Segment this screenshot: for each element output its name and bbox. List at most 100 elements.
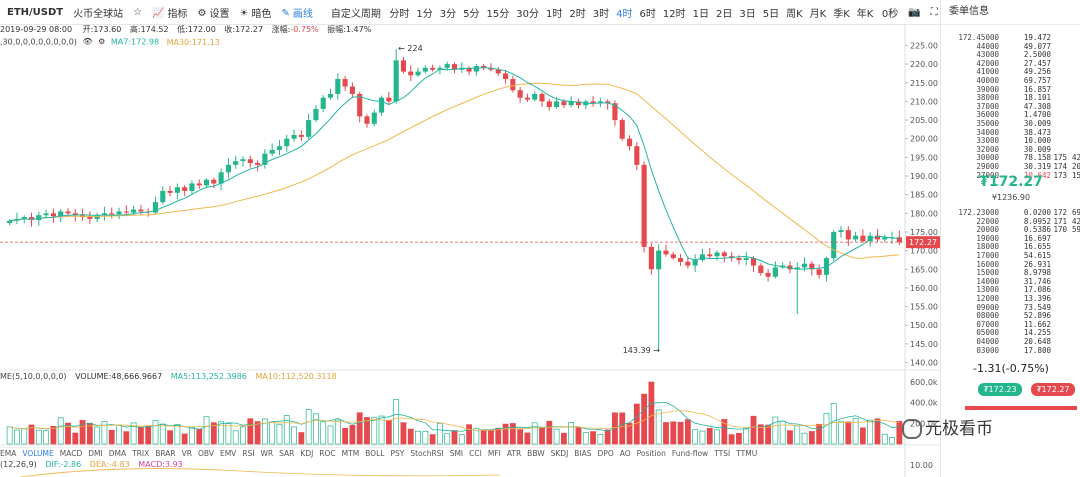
ask-row[interactable]: 43000 2.5000: [945, 51, 1080, 60]
bid-row[interactable]: 03000 17.800: [945, 346, 1080, 356]
indicator-tab-26[interactable]: DPO: [597, 449, 614, 458]
indicator-tab-1[interactable]: VOLUME: [22, 449, 54, 458]
ask-row[interactable]: 33000 10.000: [945, 137, 1080, 146]
indicator-tab-0[interactable]: EMA: [0, 449, 17, 458]
indicator-tab-9[interactable]: EMV: [219, 449, 237, 458]
indicator-tab-23[interactable]: BBW: [527, 449, 545, 458]
indicator-tab-11[interactable]: WR: [260, 449, 274, 458]
indicator-tab-19[interactable]: SMI: [449, 449, 464, 458]
period-2[interactable]: 3分: [439, 8, 457, 20]
indicator-tab-25[interactable]: BIAS: [574, 449, 592, 458]
bid-row[interactable]: 09000 73.549: [945, 303, 1080, 313]
indicator-tab-4[interactable]: DMA: [108, 449, 127, 458]
bid-row[interactable]: 15000 8.9798: [945, 269, 1080, 278]
ask-row[interactable]: 172.45000 19.472: [945, 33, 1080, 43]
ask-row[interactable]: 39000 16.857: [945, 85, 1080, 95]
kline-chart[interactable]: 225.00 220.00 215.00 210.00 205.00 200.00 195.…: [0, 24, 940, 477]
indicator-tab-31[interactable]: TTMU: [736, 449, 758, 458]
ask-row[interactable]: 38000 18.101: [945, 94, 1080, 103]
sell-price-button[interactable]: ₮172.27: [1031, 383, 1075, 396]
ask-row[interactable]: 32000 30.009: [945, 145, 1080, 155]
period-16[interactable]: 周K: [786, 8, 803, 20]
ask-row[interactable]: 44000 49.077: [945, 42, 1080, 52]
bid-row[interactable]: 07000 11.662: [945, 320, 1080, 330]
bid-row[interactable]: 18000 16.655: [945, 243, 1080, 252]
period-5[interactable]: 30分: [516, 8, 539, 20]
settings-button[interactable]: ⚙ 设置: [193, 5, 235, 20]
bid-row[interactable]: 08000 52.896: [945, 312, 1080, 321]
indicator-tab-7[interactable]: VR: [181, 449, 192, 458]
indicator-tab-5[interactable]: TRIX: [132, 449, 150, 458]
indicator-tab-22[interactable]: ATR: [506, 449, 522, 458]
indicator-tab-28[interactable]: Position: [636, 449, 666, 458]
ask-row[interactable]: 36000 1.4700: [945, 111, 1080, 120]
ask-row[interactable]: 42000 27.457: [945, 59, 1080, 69]
indicator-tab-29[interactable]: Fund-flow: [671, 449, 709, 458]
indicator-tab-24[interactable]: SKDJ: [550, 449, 569, 458]
gear-small-icon[interactable]: ⚙: [98, 37, 106, 46]
bid-row[interactable]: 17000 54.615: [945, 251, 1080, 261]
period-18[interactable]: 季K: [833, 8, 850, 20]
period-0[interactable]: 分时: [389, 8, 410, 20]
indicator-button[interactable]: 📈 指标: [147, 5, 192, 20]
indicator-tab-14[interactable]: ROC: [319, 449, 336, 458]
ask-row[interactable]: 37000 47.308: [945, 102, 1080, 112]
buy-price-button[interactable]: ₮172.23: [978, 383, 1022, 396]
ask-row[interactable]: 40000 69.757: [945, 76, 1080, 86]
ask-row[interactable]: 35000 30.009: [945, 119, 1080, 129]
period-12[interactable]: 1日: [692, 8, 709, 20]
bid-row[interactable]: 19000 16.697: [945, 234, 1080, 244]
indicator-tab-6[interactable]: BRAR: [155, 449, 176, 458]
period-11[interactable]: 12时: [662, 8, 686, 20]
indicator-tab-8[interactable]: OBV: [198, 449, 214, 458]
period-4[interactable]: 15分: [486, 8, 510, 20]
indicator-tab-17[interactable]: PSY: [390, 449, 405, 458]
bid-row[interactable]: 16000 26.931: [945, 260, 1080, 270]
camera-icon[interactable]: 📷: [908, 6, 921, 18]
indicator-tab-27[interactable]: AO: [619, 449, 631, 458]
bid-row[interactable]: 13000 17.086: [945, 286, 1080, 295]
period-15[interactable]: 5日: [762, 8, 780, 20]
period-13[interactable]: 2日: [715, 8, 733, 20]
bid-row[interactable]: 05000 14.255: [945, 329, 1080, 338]
bid-row[interactable]: 04000 20.648: [945, 337, 1080, 347]
period-8[interactable]: 3时: [592, 8, 610, 20]
period-6[interactable]: 1时: [545, 8, 563, 20]
custom-period-dropdown[interactable]: 自定义周期: [330, 8, 381, 20]
period-10[interactable]: 6时: [639, 8, 656, 20]
indicator-tab-21[interactable]: MFI: [487, 449, 501, 458]
period-9[interactable]: 4时: [616, 8, 633, 20]
indicator-tab-30[interactable]: TTSI: [714, 449, 731, 458]
eye-icon[interactable]: 👁: [82, 37, 93, 46]
indicator-tab-2[interactable]: MACD: [59, 449, 83, 458]
period-3[interactable]: 5分: [463, 8, 480, 20]
indicator-tab-10[interactable]: RSI: [242, 449, 255, 458]
star-icon[interactable]: ☆: [133, 6, 143, 18]
indicator-tab-12[interactable]: SAR: [279, 449, 295, 458]
fullscreen-icon[interactable]: ⛶: [930, 6, 938, 18]
period-1[interactable]: 1分: [416, 8, 433, 20]
ask-row[interactable]: 41000 49.256: [945, 68, 1080, 77]
dark-mode-button[interactable]: ☀ 暗色: [235, 5, 277, 20]
indicator-tab-16[interactable]: BOLL: [365, 449, 385, 458]
indicator-tab-3[interactable]: DMI: [88, 449, 103, 458]
period-19[interactable]: 年K: [856, 8, 874, 20]
bid-row[interactable]: 12000 13.396: [945, 294, 1080, 304]
indicator-tab-15[interactable]: MTM: [341, 449, 360, 458]
period-17[interactable]: 月K: [809, 8, 827, 20]
indicator-tab-13[interactable]: KDJ: [300, 449, 314, 458]
exchange-name[interactable]: 火币全球站: [73, 8, 124, 20]
period-7[interactable]: 2时: [569, 8, 586, 20]
ask-row[interactable]: 34000 38.473: [945, 128, 1080, 138]
indicator-tab-18[interactable]: StochRSI: [410, 449, 444, 458]
period-14[interactable]: 3日: [739, 8, 756, 20]
draw-line-button[interactable]: ✎ 画线: [276, 5, 317, 20]
indicator-tab-20[interactable]: CCI: [469, 449, 482, 458]
pair-title[interactable]: ETH/USDT: [7, 6, 64, 18]
